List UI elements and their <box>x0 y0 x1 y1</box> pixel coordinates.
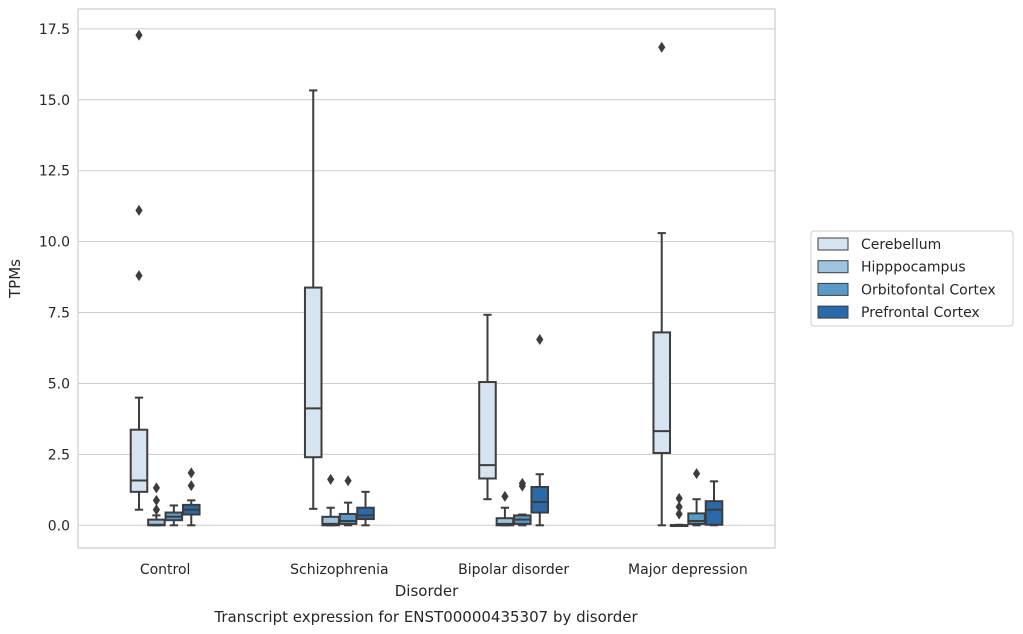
legend-swatch <box>817 282 849 296</box>
series-prefrontal-cortex <box>181 333 724 527</box>
outlier-point <box>152 482 161 494</box>
outlier-point <box>135 204 143 216</box>
legend: Cerebellum Hipppocampus Orbitofontal Corte… <box>810 230 1014 327</box>
box-series <box>129 29 724 528</box>
outlier-point <box>675 492 683 504</box>
box <box>478 381 497 480</box>
x-tick-label: Control <box>140 562 191 578</box>
outlier-point <box>152 504 161 516</box>
y-tick-label: 10.0 <box>39 235 70 251</box>
legend-label: Hipppocampus <box>861 260 966 276</box>
series-cerebellum <box>129 29 672 527</box>
outlier-point <box>135 270 143 282</box>
legend-swatch <box>817 237 849 251</box>
box <box>356 506 375 521</box>
legend-label: Cerebellum <box>861 237 941 253</box>
y-axis-title: TPMs <box>6 259 24 299</box>
y-tick-label: 15.0 <box>39 93 70 109</box>
box <box>530 486 550 514</box>
outlier-point <box>152 494 161 506</box>
legend-swatch <box>817 305 849 319</box>
series-orbitofontal-cortex <box>164 468 706 527</box>
outlier-point <box>675 501 683 513</box>
y-tick-label: 17.5 <box>39 22 70 38</box>
box <box>303 286 323 459</box>
box <box>129 428 149 493</box>
y-tick-label: 7.5 <box>48 306 70 322</box>
legend-swatch <box>817 260 849 274</box>
x-tick-label: Schizophrenia <box>290 562 388 578</box>
legend-label: Prefrontal Cortex <box>861 305 980 321</box>
x-tick-label: Major depression <box>628 562 748 578</box>
y-tick-label: 0.0 <box>48 518 70 534</box>
chart-caption: Transcript expression for ENST0000043530… <box>213 608 638 626</box>
legend-label: Orbitofontal Cortex <box>861 282 996 298</box>
y-tick-label: 2.5 <box>48 447 70 463</box>
y-tick-label: 5.0 <box>48 376 70 392</box>
outlier-point <box>518 477 526 489</box>
outlier-point <box>187 480 195 492</box>
outlier-point <box>501 490 509 502</box>
legend-frame <box>810 230 1014 327</box>
x-tick-labels: Control Schizophrenia Bipolar disorder Majo… <box>140 562 748 578</box>
outlier-point <box>692 468 701 480</box>
y-tick-label: 12.5 <box>39 164 70 180</box>
outlier-point <box>536 333 544 345</box>
outlier-point <box>658 41 666 53</box>
x-axis-title: Disorder <box>395 582 459 600</box>
box <box>704 500 724 526</box>
y-tick-labels: 0.0 2.5 5.0 7.5 10.0 12.5 15.0 17.5 <box>39 22 70 534</box>
outlier-point <box>675 508 683 520</box>
outlier-point <box>344 475 352 487</box>
series-hipppocampus <box>147 473 689 528</box>
box <box>652 331 672 454</box>
gridlines <box>78 28 775 526</box>
box <box>687 512 706 525</box>
box <box>338 512 358 525</box>
outlier-point <box>135 29 143 41</box>
outlier-point <box>327 473 335 485</box>
x-tick-label: Bipolar disorder <box>458 562 569 578</box>
plot-frame <box>77 8 776 549</box>
outlier-point <box>187 467 195 479</box>
